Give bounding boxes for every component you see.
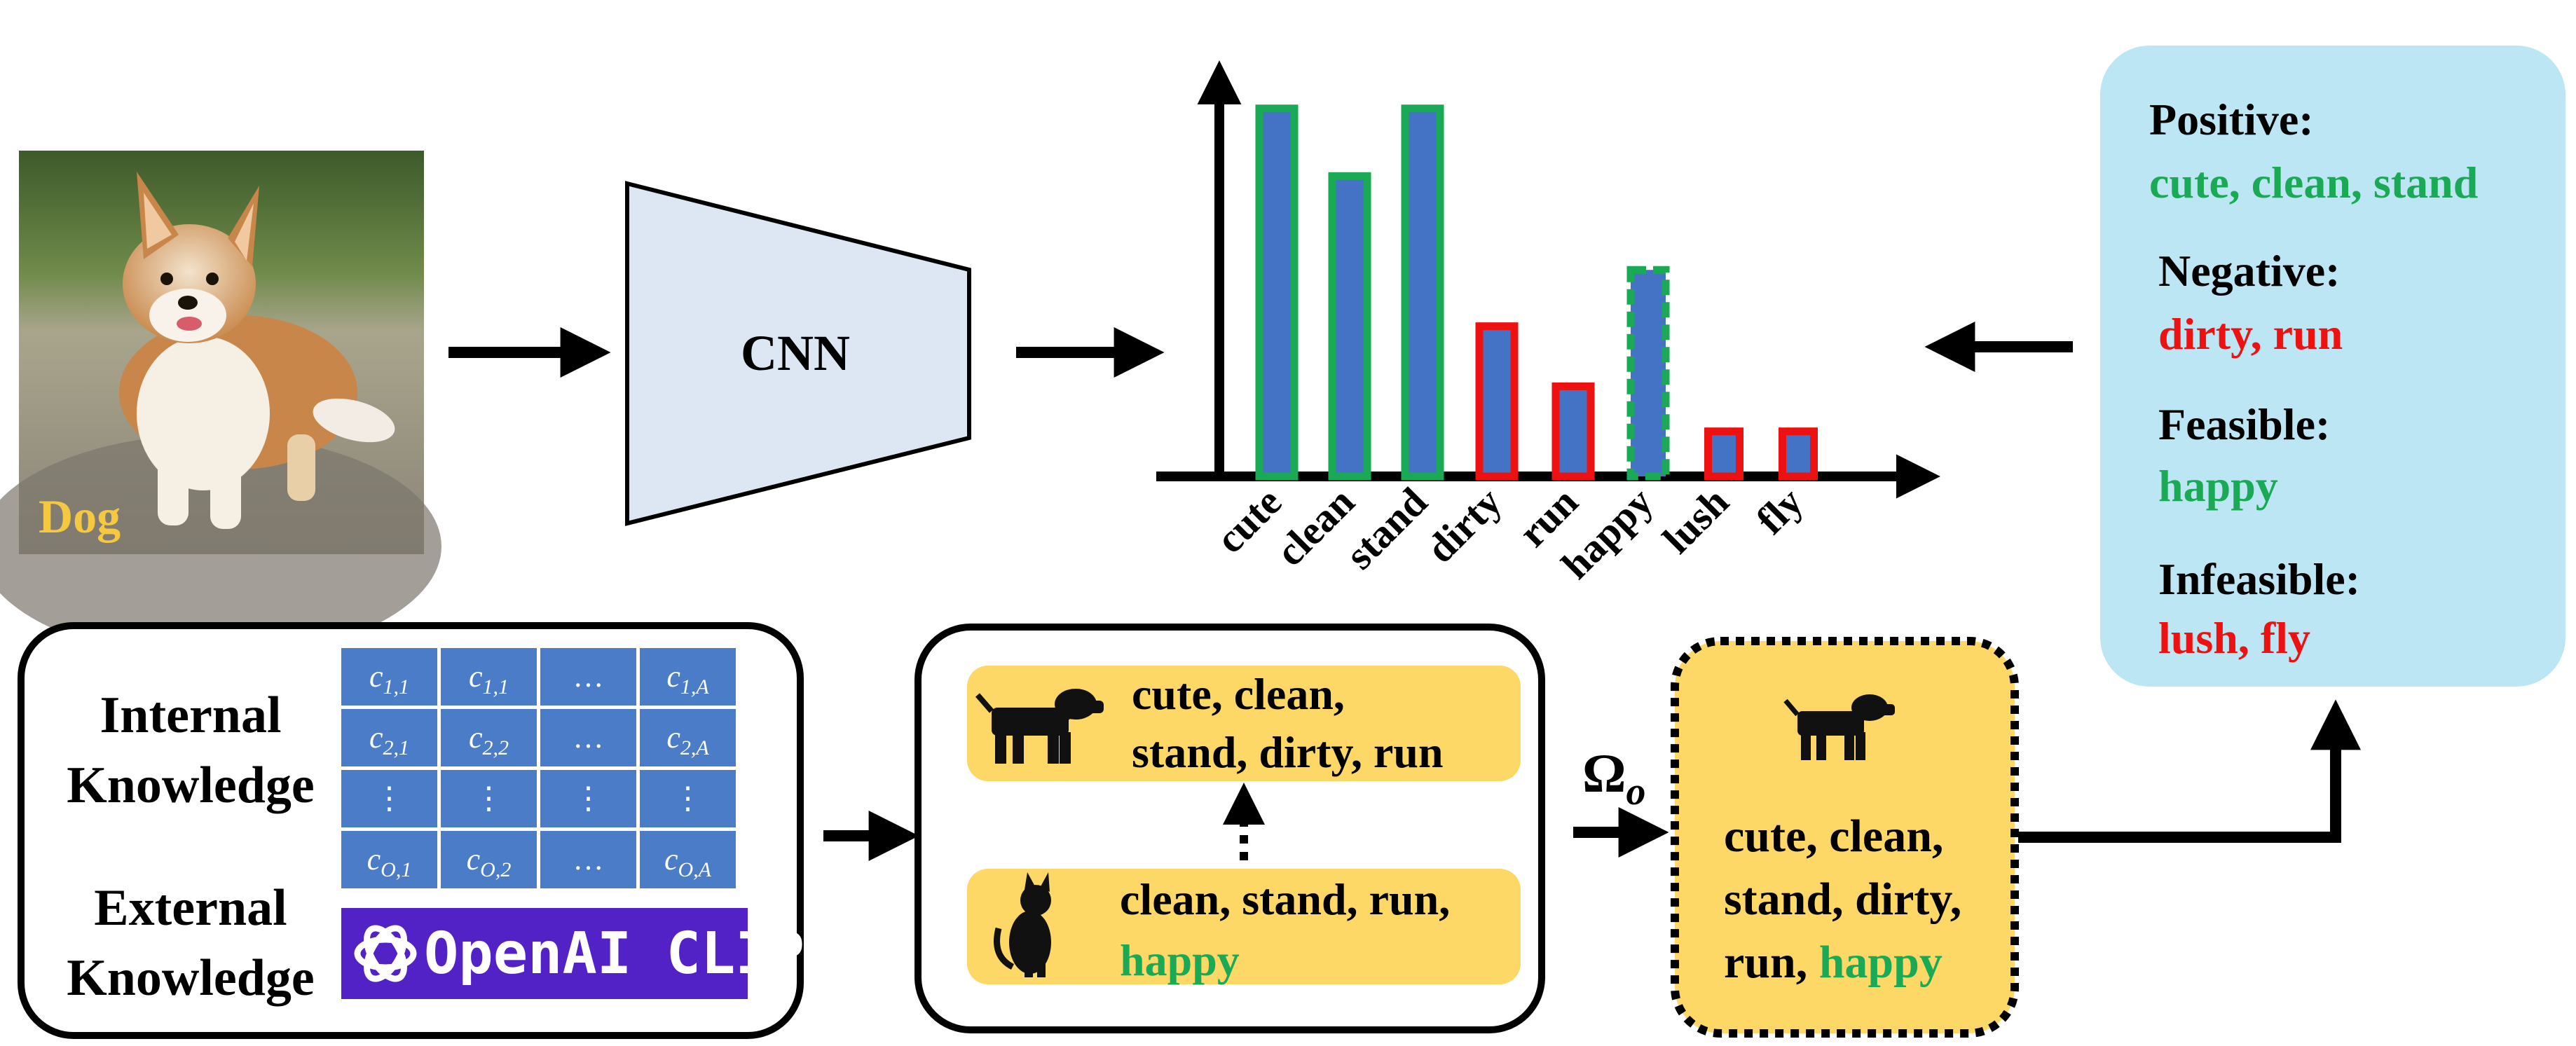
matrix-cell-label: cO,2 [467,842,512,881]
cnn-label: CNN [741,325,850,381]
matrix-cell [640,648,736,706]
tick-label-fly: fly [1748,479,1812,543]
infeasible-label: Infeasible: [2158,554,2360,604]
matrix-cell-label: … [573,659,604,694]
external-knowledge-line1: External [94,879,287,937]
omega-symbol: Ωo [1582,743,1645,813]
positive-items: cute, clean, stand [2149,158,2478,207]
external-knowledge-line2: Knowledge [67,949,315,1007]
result-line2: stand, dirty, [1724,874,1961,925]
matrix-cell-label: ⋮ [474,781,505,816]
bar-cute [1255,104,1299,481]
negative-label: Negative: [2158,246,2340,296]
concept-matrix: c1,1 c1,1 … c1,A c2,1 c2,2 … c2,A ⋮ ⋮ ⋮ ⋮ cO,1 cO,2 … c… [341,648,736,888]
bar-lush [1704,427,1743,481]
bar-dirty [1475,322,1519,481]
tick-label-lush: lush [1654,479,1737,562]
openai-logo-icon [354,925,417,982]
cat-attribute-card [967,869,1521,984]
feasible-items: happy [2158,461,2278,511]
result-box [1671,637,2019,1038]
bar-run [1551,382,1595,481]
matrix-cell [540,648,636,706]
matrix-cell-label: cO,A [664,842,712,881]
matrix-cell [540,831,636,888]
matrix-cell [540,709,636,766]
infeasible-items: lush, fly [2158,613,2310,663]
cat-icon [994,872,1051,977]
dog-attributes-line1: cute, clean, [1132,669,1345,719]
matrix-cell [341,648,437,706]
matrix-cell-label: ⋮ [573,781,604,816]
bar-happy [1626,266,1670,481]
dog-photo [0,151,441,659]
tick-label-clean: clean [1267,479,1363,574]
matrix-cell [441,831,537,888]
dog-icon [975,689,1104,764]
internal-knowledge-line2: Knowledge [67,757,315,814]
matrix-cell-label: c2,1 [369,720,409,759]
matrix-cell [640,770,736,827]
negative-items: dirty, run [2158,309,2343,359]
internal-knowledge-line1: Internal [100,687,282,744]
matrix-cell-label: cO,1 [367,842,412,881]
matrix-cell [640,831,736,888]
result-dog-icon [1783,694,1895,760]
matrix-cell [441,770,537,827]
matrix-cell-label: c1,1 [469,659,509,699]
dog-attribute-card [967,666,1521,781]
matrix-cell-label: ⋮ [673,781,704,816]
matrix-cell [341,831,437,888]
matrix-cell [640,709,736,766]
bar-stand [1401,104,1444,481]
bar-clean [1328,172,1371,481]
result-line1: cute, clean, [1724,811,1943,862]
positive-label: Positive: [2149,95,2314,144]
image-label: Dog [39,490,121,543]
matrix-cell-label: … [573,720,604,755]
matrix-cell-label: c1,1 [369,659,409,699]
matrix-cell-label: ⋮ [374,781,405,816]
dog-attributes-line2: stand, dirty, run [1132,727,1444,777]
matrix-cell [540,770,636,827]
result-line3: run, happy [1724,937,1943,988]
matrix-cell [341,770,437,827]
tick-label-dirty: dirty [1418,479,1511,572]
cat-attributes-line2: happy [1120,935,1240,985]
clip-label: OpenAI CLIP [424,921,804,987]
clip-banner [341,908,748,999]
matrix-cell-label: c1,A [666,659,709,699]
arrow-result-to-summary [2018,699,2361,843]
matrix-cell-label: … [573,842,604,876]
matrix-cell-label: c2,2 [469,720,509,759]
feasible-label: Feasible: [2158,399,2330,449]
cnn-block [625,181,971,526]
matrix-cell-label: c2,A [666,720,709,759]
matrix-cell [441,709,537,766]
matrix-cell [341,709,437,766]
bar-fly [1779,427,1818,481]
summary-panel [2100,46,2565,687]
matrix-cell [441,648,537,706]
cat-attributes-line1: clean, stand, run, [1120,874,1450,924]
tick-label-stand: stand [1336,479,1436,578]
